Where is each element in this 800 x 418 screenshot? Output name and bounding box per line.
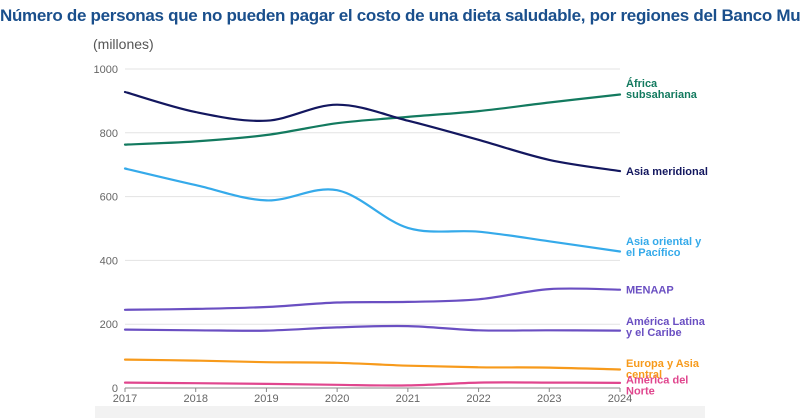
series-line — [123, 287, 622, 311]
series-label: el Pacífico — [626, 247, 681, 259]
y-tick-label: 1000 — [94, 64, 118, 76]
y-tick-label: 400 — [100, 255, 118, 267]
y-tick-label: 600 — [100, 192, 118, 204]
series-label: MENAAP — [626, 285, 674, 297]
x-tick-label: 2019 — [254, 393, 278, 405]
series-label: central — [626, 369, 662, 381]
series-label: Europa y Asia — [626, 358, 700, 370]
series-label: América del — [626, 374, 688, 386]
series-label: África — [626, 77, 658, 90]
x-tick-label: 2024 — [608, 393, 632, 405]
y-tick-label: 800 — [100, 128, 118, 140]
series-label: subsahariana — [626, 89, 698, 101]
gridlines — [125, 68, 620, 389]
x-axis-ticks: 2017 2018 2019 2020 2021 2022 2023 2024 — [113, 388, 632, 405]
y-axis-unit-label: (millones) — [93, 36, 154, 52]
series-line — [123, 167, 622, 253]
x-tick-label: 2022 — [466, 393, 490, 405]
y-tick-label: 200 — [100, 319, 118, 331]
series-label: Norte — [626, 385, 655, 397]
x-tick-label: 2023 — [537, 393, 561, 405]
series-line — [123, 381, 622, 387]
series-line — [123, 90, 622, 173]
chart-title: Número de personas que no pueden pagar e… — [0, 6, 800, 25]
series-label: América Latina — [626, 316, 706, 328]
series-label: Asia oriental y — [626, 236, 702, 248]
series-lines — [123, 90, 622, 387]
x-tick-label: 2021 — [396, 393, 420, 405]
bottom-band — [95, 406, 705, 418]
series-label: Asia meridional — [626, 166, 708, 178]
series-line — [123, 93, 622, 146]
x-tick-label: 2018 — [183, 393, 207, 405]
x-tick-label: 2017 — [113, 393, 137, 405]
y-axis-ticks: 0 200 400 600 800 1000 — [94, 64, 118, 395]
x-tick-label: 2020 — [325, 393, 349, 405]
series-line — [123, 324, 622, 332]
series-label: y el Caribe — [626, 327, 682, 339]
series-line — [123, 358, 622, 371]
y-tick-label: 0 — [112, 383, 118, 395]
